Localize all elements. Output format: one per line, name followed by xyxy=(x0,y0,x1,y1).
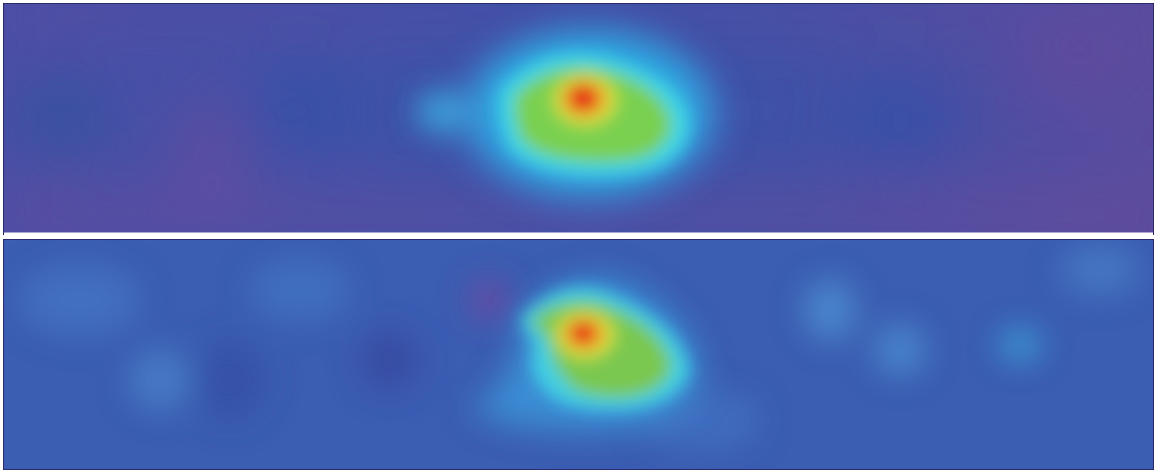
texture xyxy=(4,4,1153,234)
hotspot-core xyxy=(498,53,690,176)
bottom-heatmap xyxy=(4,240,1153,469)
top-heatmap xyxy=(4,4,1153,234)
bottom-frame xyxy=(3,239,1154,470)
texture xyxy=(20,245,1140,450)
hotspot-core xyxy=(520,288,690,411)
